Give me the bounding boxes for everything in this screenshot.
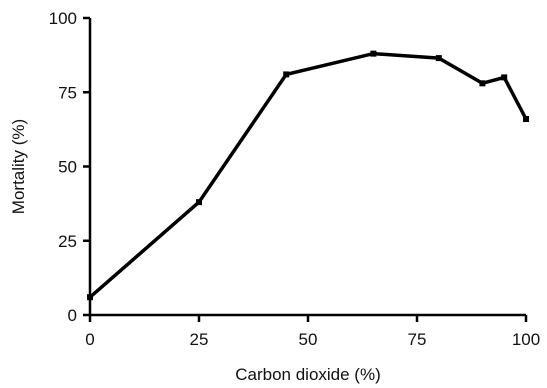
x-tick-label: 0 <box>85 330 94 349</box>
data-point <box>435 55 442 62</box>
y-tick-label: 0 <box>68 306 77 325</box>
x-tick-label: 75 <box>408 330 427 349</box>
data-point <box>283 71 290 78</box>
x-tick-label: 100 <box>512 330 540 349</box>
y-tick-label: 75 <box>58 83 77 102</box>
x-axis-label: Carbon dioxide (%) <box>235 365 381 384</box>
y-axis: 0 25 50 75 100 <box>49 9 92 325</box>
data-point <box>370 50 377 57</box>
data-point <box>479 80 486 87</box>
x-axis: 0 25 50 75 100 <box>85 313 540 349</box>
x-tick-label: 50 <box>299 330 318 349</box>
series-layer <box>87 50 529 301</box>
y-tick-label: 25 <box>58 232 77 251</box>
y-tick-label: 50 <box>58 158 77 177</box>
y-tick-label: 100 <box>49 9 77 28</box>
data-point <box>523 115 529 122</box>
data-point <box>501 74 508 81</box>
data-point <box>87 294 93 301</box>
series-line <box>88 51 528 299</box>
x-tick-label: 25 <box>190 330 209 349</box>
y-axis-label: Mortality (%) <box>9 119 28 214</box>
data-point <box>196 199 202 206</box>
